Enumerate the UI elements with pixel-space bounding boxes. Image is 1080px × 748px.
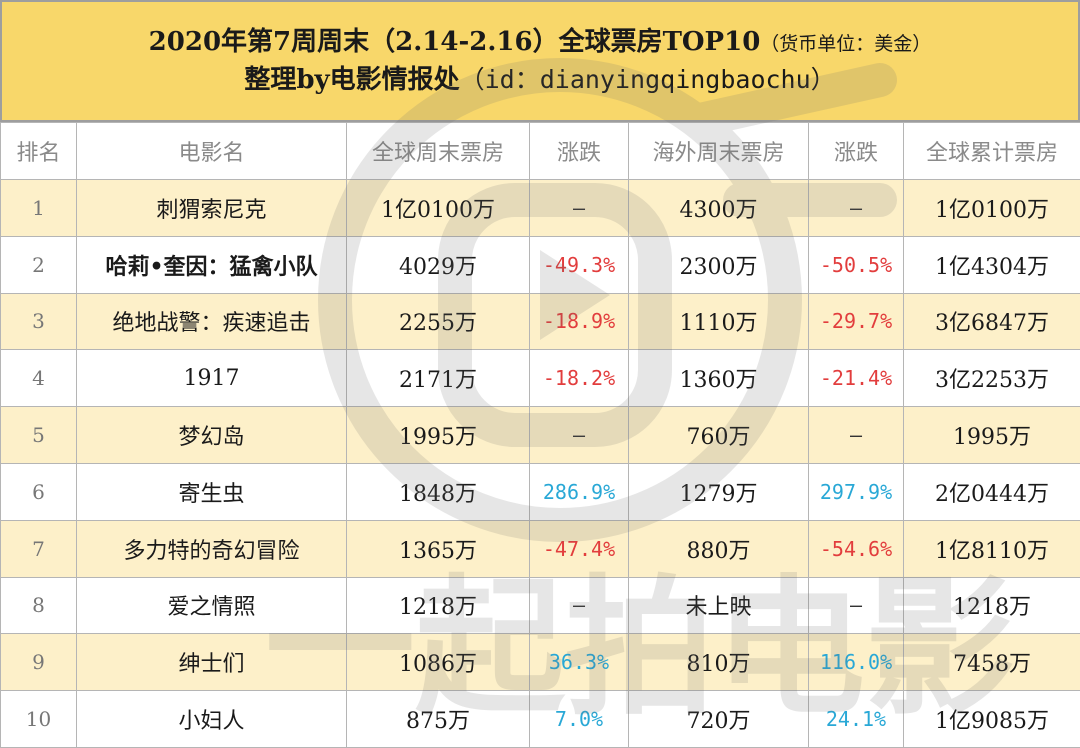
rank-cell: 8 xyxy=(1,577,77,634)
rank-cell: 4 xyxy=(1,350,77,407)
global-weekend-cell: 2255万 xyxy=(347,293,530,350)
table-row: 6 寄生虫 1848万 286.9% 1279万 297.9% 2亿0444万 xyxy=(1,463,1080,520)
overseas-change-cell: 116.0% xyxy=(809,634,904,691)
table-row: 9 绅士们 1086万 36.3% 810万 116.0% 7458万 xyxy=(1,634,1080,691)
table-row: 10 小妇人 875万 7.0% 720万 24.1% 1亿9085万 xyxy=(1,691,1080,748)
title-line-2: 整理by电影情报处（id：dianyingqingbaochu） xyxy=(244,62,835,98)
header-rank: 排名 xyxy=(1,123,77,180)
global-total-cell: 1亿0100万 xyxy=(904,180,1080,237)
overseas-change-cell: 297.9% xyxy=(809,463,904,520)
global-change-cell: 36.3% xyxy=(530,634,629,691)
header-movie: 电影名 xyxy=(77,123,347,180)
movie-title-cell: 哈莉•奎因：猛禽小队 xyxy=(77,236,347,293)
overseas-weekend-cell: 4300万 xyxy=(629,180,809,237)
rank-cell: 2 xyxy=(1,236,77,293)
movie-title-cell: 爱之情照 xyxy=(77,577,347,634)
global-total-cell: 2亿0444万 xyxy=(904,463,1080,520)
overseas-weekend-cell: 2300万 xyxy=(629,236,809,293)
global-total-cell: 1亿8110万 xyxy=(904,520,1080,577)
overseas-weekend-cell: 760万 xyxy=(629,407,809,464)
overseas-weekend-cell: 1110万 xyxy=(629,293,809,350)
rank-cell: 1 xyxy=(1,180,77,237)
global-change-cell: – xyxy=(530,180,629,237)
header-overseas-change: 涨跌 xyxy=(809,123,904,180)
global-total-cell: 1995万 xyxy=(904,407,1080,464)
global-change-cell: – xyxy=(530,577,629,634)
global-weekend-cell: 1848万 xyxy=(347,463,530,520)
movie-title-cell: 多力特的奇幻冒险 xyxy=(77,520,347,577)
movie-title-cell: 绅士们 xyxy=(77,634,347,691)
global-total-cell: 1亿9085万 xyxy=(904,691,1080,748)
rank-cell: 10 xyxy=(1,691,77,748)
global-weekend-cell: 1995万 xyxy=(347,407,530,464)
global-change-cell: -18.9% xyxy=(530,293,629,350)
movie-title-cell: 寄生虫 xyxy=(77,463,347,520)
table-row: 8 爱之情照 1218万 – 未上映 – 1218万 xyxy=(1,577,1080,634)
table-row: 2 哈莉•奎因：猛禽小队 4029万 -49.3% 2300万 -50.5% 1… xyxy=(1,236,1080,293)
movie-title-cell: 1917 xyxy=(77,350,347,407)
global-change-cell: -49.3% xyxy=(530,236,629,293)
global-change-cell: – xyxy=(530,407,629,464)
compiler-credit: 整理by电影情报处 xyxy=(244,65,459,95)
global-change-cell: 7.0% xyxy=(530,691,629,748)
box-office-table: 排名 电影名 全球周末票房 涨跌 海外周末票房 涨跌 全球累计票房 1 刺猬索尼… xyxy=(0,122,1080,748)
overseas-change-cell: – xyxy=(809,577,904,634)
global-weekend-cell: 1086万 xyxy=(347,634,530,691)
rank-cell: 6 xyxy=(1,463,77,520)
table-row: 5 梦幻岛 1995万 – 760万 – 1995万 xyxy=(1,407,1080,464)
rank-cell: 5 xyxy=(1,407,77,464)
rank-cell: 7 xyxy=(1,520,77,577)
title-line-1: 2020年第7周周末（2.14-2.16）全球票房TOP10（货币单位：美金） xyxy=(149,24,932,62)
overseas-weekend-cell: 未上映 xyxy=(629,577,809,634)
global-total-cell: 1218万 xyxy=(904,577,1080,634)
overseas-weekend-cell: 880万 xyxy=(629,520,809,577)
header-overseas-weekend: 海外周末票房 xyxy=(629,123,809,180)
movie-title-cell: 绝地战警：疾速追击 xyxy=(77,293,347,350)
overseas-change-cell: – xyxy=(809,407,904,464)
global-weekend-cell: 2171万 xyxy=(347,350,530,407)
overseas-change-cell: -54.6% xyxy=(809,520,904,577)
global-total-cell: 1亿4304万 xyxy=(904,236,1080,293)
header-global-total: 全球累计票房 xyxy=(904,123,1080,180)
global-total-cell: 3亿6847万 xyxy=(904,293,1080,350)
overseas-weekend-cell: 720万 xyxy=(629,691,809,748)
overseas-change-cell: 24.1% xyxy=(809,691,904,748)
table-row: 1 刺猬索尼克 1亿0100万 – 4300万 – 1亿0100万 xyxy=(1,180,1080,237)
global-weekend-cell: 1218万 xyxy=(347,577,530,634)
overseas-weekend-cell: 1279万 xyxy=(629,463,809,520)
global-change-cell: -18.2% xyxy=(530,350,629,407)
title-banner: 2020年第7周周末（2.14-2.16）全球票房TOP10（货币单位：美金） … xyxy=(0,0,1080,122)
global-change-cell: -47.4% xyxy=(530,520,629,577)
global-weekend-cell: 875万 xyxy=(347,691,530,748)
global-total-cell: 7458万 xyxy=(904,634,1080,691)
global-change-cell: 286.9% xyxy=(530,463,629,520)
rank-cell: 3 xyxy=(1,293,77,350)
overseas-change-cell: – xyxy=(809,180,904,237)
table-row: 4 1917 2171万 -18.2% 1360万 -21.4% 3亿2253万 xyxy=(1,350,1080,407)
global-total-cell: 3亿2253万 xyxy=(904,350,1080,407)
overseas-weekend-cell: 1360万 xyxy=(629,350,809,407)
header-global-change: 涨跌 xyxy=(530,123,629,180)
table-header-row: 排名 电影名 全球周末票房 涨跌 海外周末票房 涨跌 全球累计票房 xyxy=(1,123,1080,180)
global-weekend-cell: 1亿0100万 xyxy=(347,180,530,237)
movie-title-cell: 梦幻岛 xyxy=(77,407,347,464)
compiler-id: （id：dianyingqingbaochu） xyxy=(460,65,836,94)
movie-title-cell: 刺猬索尼克 xyxy=(77,180,347,237)
currency-unit-note: （货币单位：美金） xyxy=(760,33,931,55)
rank-cell: 9 xyxy=(1,634,77,691)
global-weekend-cell: 4029万 xyxy=(347,236,530,293)
overseas-change-cell: -50.5% xyxy=(809,236,904,293)
movie-title-cell: 小妇人 xyxy=(77,691,347,748)
table-row: 3 绝地战警：疾速追击 2255万 -18.9% 1110万 -29.7% 3亿… xyxy=(1,293,1080,350)
header-global-weekend: 全球周末票房 xyxy=(347,123,530,180)
overseas-change-cell: -29.7% xyxy=(809,293,904,350)
table-row: 7 多力特的奇幻冒险 1365万 -47.4% 880万 -54.6% 1亿81… xyxy=(1,520,1080,577)
title-text: 2020年第7周周末（2.14-2.16）全球票房TOP10 xyxy=(149,27,761,57)
overseas-weekend-cell: 810万 xyxy=(629,634,809,691)
overseas-change-cell: -21.4% xyxy=(809,350,904,407)
global-weekend-cell: 1365万 xyxy=(347,520,530,577)
